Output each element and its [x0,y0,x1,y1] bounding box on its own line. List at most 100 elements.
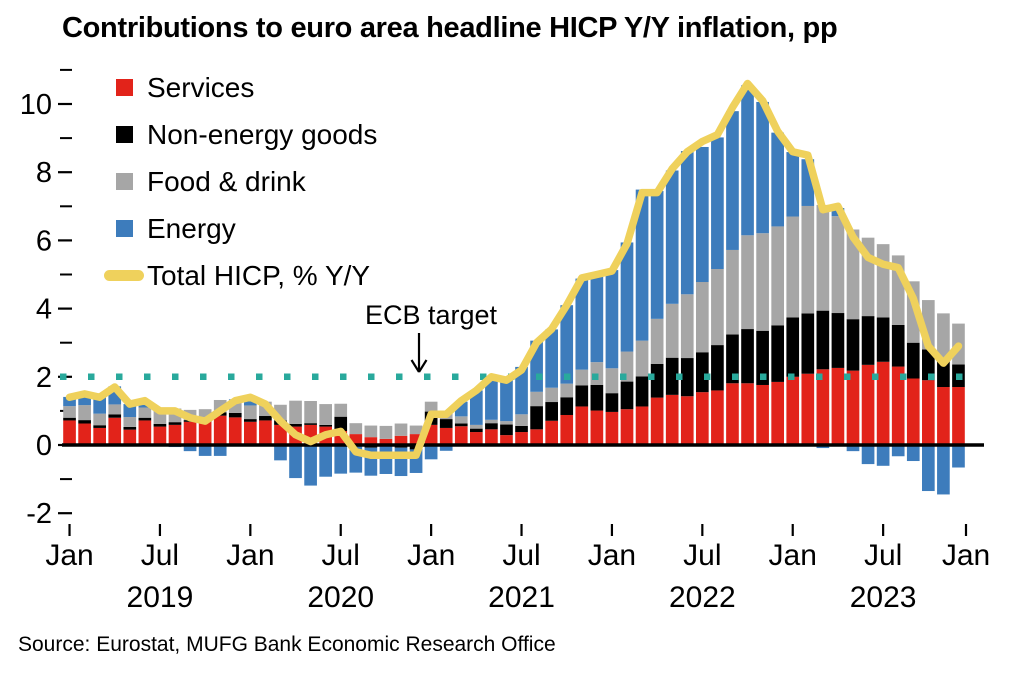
bar-services [545,420,558,445]
bar-energy [756,101,769,234]
bar-services [786,376,800,445]
bar-food-drink [605,368,619,394]
bar-services [906,378,920,445]
energy-swatch [103,220,145,237]
legend-label: Total HICP, % Y/Y [147,259,371,291]
bar-food-drink [530,391,543,407]
x-tick-label: Jan [45,539,93,572]
bar-non-energy-goods [123,426,137,430]
bar-services [183,421,197,445]
bar-energy [424,445,438,460]
x-tick-label: Jan [942,539,990,572]
bar-non-energy-goods [846,319,860,371]
bar-non-energy-goods [801,313,815,374]
bar-energy [696,146,709,283]
bar-services [620,409,634,445]
total-hicp-line [65,79,963,459]
bar-services [93,427,106,445]
bar-services [801,373,815,445]
bar-food-drink [379,425,393,439]
bar-food-drink [741,235,754,330]
year-label: 2021 [488,581,555,614]
bar-services [891,366,905,445]
bar-food-drink [409,425,423,435]
bar-energy [439,445,453,451]
x-tick-label: Jan [588,539,636,572]
bar-services [108,417,122,445]
bar-services [78,423,91,445]
legend-item-total-hicp-y-y: Total HICP, % Y/Y [103,252,377,299]
bar-non-energy-goods [153,423,167,427]
bar-energy [334,445,348,474]
x-tick-label: Jan [407,539,455,572]
x-tick-label: Jul [683,539,721,572]
legend: Services Non-energy goods Food & drink Ener… [103,64,377,299]
bar-services [605,411,619,445]
bar-food-drink [831,216,845,314]
bar-food-drink [470,424,483,429]
bar-energy [470,390,483,425]
bar-energy [771,132,784,227]
bar-non-energy-goods [138,417,152,421]
bar-services [379,438,393,445]
bar-services [409,434,423,445]
bar-services [741,383,754,445]
bar-non-energy-goods [891,324,905,367]
bar-food-drink [696,282,709,353]
bar-non-energy-goods [515,425,528,433]
bar-non-energy-goods [786,317,800,377]
year-label: 2019 [127,581,194,614]
bar-food-drink [123,417,137,427]
bar-food-drink [515,414,528,426]
bar-food-drink [334,403,348,417]
year-label: 2022 [669,581,736,614]
bar-services [228,417,242,445]
bar-services [394,435,408,445]
bar-services [213,415,227,445]
bar-food-drink [138,407,152,418]
bar-services [244,421,257,445]
bar-food-drink [560,383,574,398]
legend-item-food-drink: Food & drink [103,158,377,205]
bar-energy [590,276,604,363]
bar-services [816,369,830,445]
bar-non-energy-goods [711,345,724,391]
bar-food-drink [319,404,332,425]
x-tick-label: Jul [502,539,540,572]
bar-non-energy-goods [560,397,574,415]
bar-non-energy-goods [334,416,348,432]
bar-food-drink [304,401,317,424]
bar-non-energy-goods [228,412,242,418]
x-tick-label: Jan [226,539,274,572]
bar-energy [665,170,679,304]
bar-energy [289,445,302,479]
bar-energy [891,445,905,457]
y-tick-label: -2 [26,498,52,530]
bar-services [726,383,739,445]
bar-services [439,427,453,445]
bar-energy [500,379,513,422]
bar-non-energy-goods [244,419,257,422]
bar-food-drink [635,340,649,377]
bar-non-energy-goods [93,425,106,428]
bar-services [63,420,76,445]
legend-label: Energy [147,212,236,244]
y-axis: -2 0 2 4 6 8 10 [20,68,72,530]
bar-non-energy-goods [696,352,709,393]
bar-non-energy-goods [470,428,483,433]
bar-energy [711,137,724,270]
bar-services [168,424,182,445]
bar-services [123,429,137,445]
bar-services [515,432,528,445]
bar-services [952,387,965,445]
bar-food-drink [244,405,257,420]
y-tick-label: 6 [36,225,52,257]
bar-energy [680,151,694,295]
bar-energy [198,445,212,456]
bar-non-energy-goods [168,422,182,425]
bar-food-drink [78,405,91,421]
bar-non-energy-goods [831,313,845,368]
bar-food-drink [93,413,106,426]
bar-food-drink [485,419,498,424]
